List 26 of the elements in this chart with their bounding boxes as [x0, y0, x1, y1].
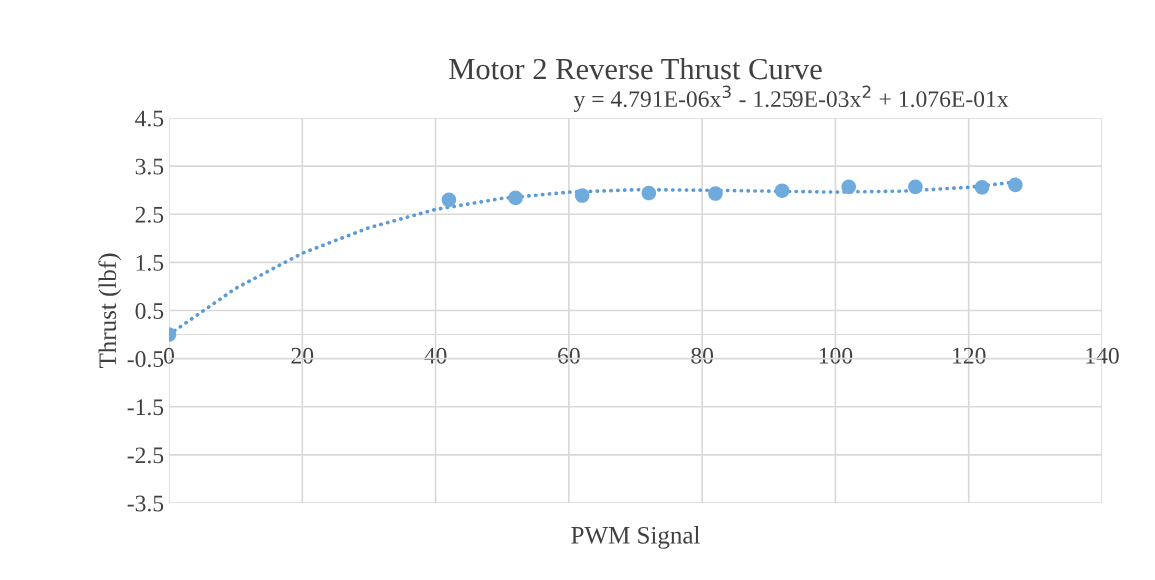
y-tick-label: -0.5 [127, 351, 164, 368]
y-tick-label: 3.5 [135, 158, 164, 175]
y-tick-label: 1.5 [136, 254, 164, 271]
point [441, 192, 457, 208]
point [974, 180, 990, 195]
x-axis-title: PWM Signal [571, 526, 700, 549]
x-tick-label: 0 [164, 347, 174, 364]
point [708, 186, 723, 201]
point [574, 188, 590, 203]
y-tick-label: -1.5 [127, 399, 164, 416]
point [774, 183, 790, 198]
point [1008, 177, 1023, 193]
chart-title: Motor 2 Reverse Thrust Curve [449, 57, 822, 80]
y-tick-label: -3.5 [127, 495, 164, 512]
point [508, 190, 523, 206]
x-tick-label: 140 [1086, 347, 1119, 364]
y-tick-label: 4.5 [135, 110, 164, 127]
point [841, 179, 857, 195]
y-tick-label: 2.5 [135, 206, 164, 223]
point [641, 185, 657, 201]
y-tick-label: -2.5 [127, 447, 164, 464]
x-tick-label: 20 [291, 347, 314, 364]
y-axis-title: Thrust (lbf) [98, 253, 122, 369]
text: y = 4.791E-06x$^{3}$ - 1.259E-03x$^{2}$ + 1.076E-01x [573, 85, 1009, 112]
y-tick-label: 0.5 [135, 302, 164, 320]
point [908, 179, 923, 195]
